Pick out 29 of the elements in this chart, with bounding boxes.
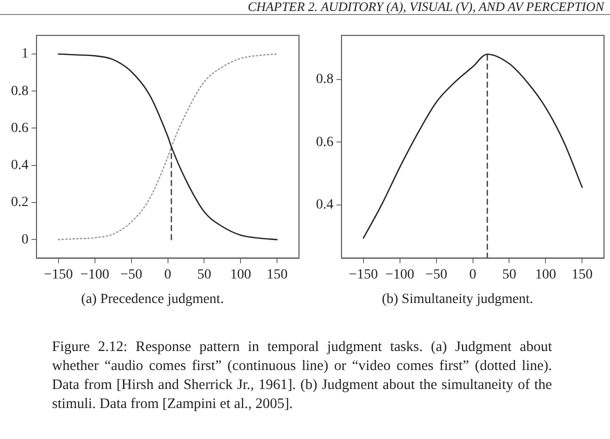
y-tick-label: 0.6 [316, 134, 334, 150]
line-series [362, 54, 583, 239]
x-tick-label: 50 [502, 267, 516, 282]
x-tick-label: −50 [425, 267, 448, 282]
y-tick-label: 1 [22, 46, 28, 62]
y-tick-label: 0.6 [11, 120, 28, 136]
x-tick-label: 0 [469, 267, 476, 282]
y-tick-label: 0.8 [11, 84, 28, 99]
caption: Figure 2.12: Response pattern in temporal judgment tasks. (a) Judgment about whether “audio comes first” (continuous line) or “video comes first” (dotted line). Data from [Hirsh and Sherrick Jr., 1961]. (b) Judgment about the simultaneity of the stimuli. Data from [Zampini et al., 2005]. [52, 338, 552, 414]
x-tick-label: −100 [80, 267, 110, 282]
x-tick-label: 0 [164, 267, 172, 282]
y-tick-label: 0.4 [11, 158, 28, 174]
x-tick-label: 100 [230, 267, 252, 282]
y-tick-label: 0.2 [11, 195, 28, 210]
text: CHAPTER 2. AUDITORY (A), VISUAL (V), AND AV PERCEPTION [0, 0, 610, 15]
y-tick-label: 0.8 [316, 72, 334, 88]
text: (a) Precedence judgment. [80, 292, 225, 308]
x-tick-label: 150 [572, 267, 593, 282]
x-tick-label: −100 [385, 267, 414, 282]
x-tick-label: −150 [348, 267, 378, 282]
line-series [58, 53, 278, 240]
y-tick-label: 0.4 [316, 198, 334, 213]
x-tick-label: 100 [535, 267, 556, 282]
x-tick-label: −50 [120, 267, 142, 282]
y-tick-label: 0 [22, 232, 28, 248]
text: (b) Simultaneity judgment. [380, 292, 534, 308]
x-tick-label: 50 [197, 267, 212, 282]
x-tick-label: 150 [266, 267, 288, 282]
x-tick-label: −150 [44, 267, 73, 282]
